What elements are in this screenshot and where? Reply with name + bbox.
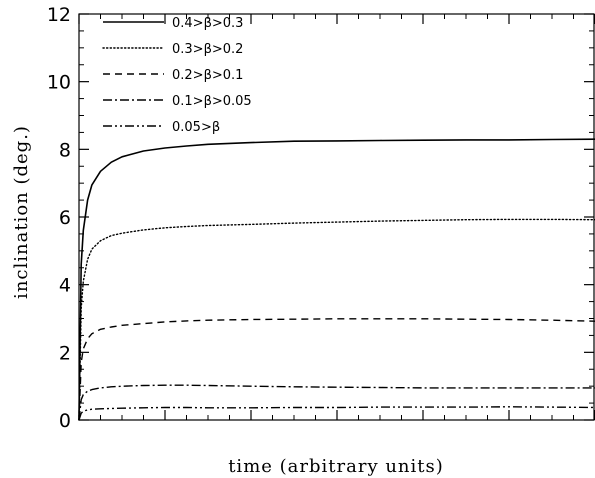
legend-label-2: 0.3>β>0.2 — [172, 42, 243, 57]
legend: 0.4>β>0.3 0.3>β>0.2 0.2>β>0.1 0.1>β>0.05 0.0… — [102, 16, 252, 135]
legend-label-3: 0.2>β>0.1 — [172, 68, 243, 83]
y-tick-label: 10 — [47, 72, 71, 94]
legend-label-4: 0.1>β>0.05 — [172, 94, 252, 109]
plot-frame — [78, 13, 595, 421]
y-tick-label: 4 — [59, 275, 71, 297]
series-line-5 — [78, 406, 595, 421]
y-axis-label: inclination (deg.) — [11, 125, 32, 299]
y-axis-ticks: 0 2 4 6 8 10 12 — [47, 4, 594, 432]
x-axis-label: time (arbitrary units) — [228, 456, 444, 477]
series-line-3 — [78, 318, 595, 421]
x-axis-ticks — [78, 14, 595, 420]
y-tick-label: 12 — [47, 4, 71, 26]
y-tick-label: 0 — [59, 410, 71, 432]
y-tick-label: 2 — [59, 342, 71, 364]
series-line-2 — [78, 218, 595, 421]
y-tick-label: 6 — [59, 207, 71, 229]
series-lines — [78, 138, 595, 421]
y-tick-label: 8 — [59, 139, 71, 161]
series-line-4 — [78, 384, 595, 421]
legend-label-5: 0.05>β — [172, 120, 220, 135]
legend-label-1: 0.4>β>0.3 — [172, 16, 243, 31]
plot-border — [78, 13, 595, 421]
series-line-1 — [78, 138, 595, 421]
